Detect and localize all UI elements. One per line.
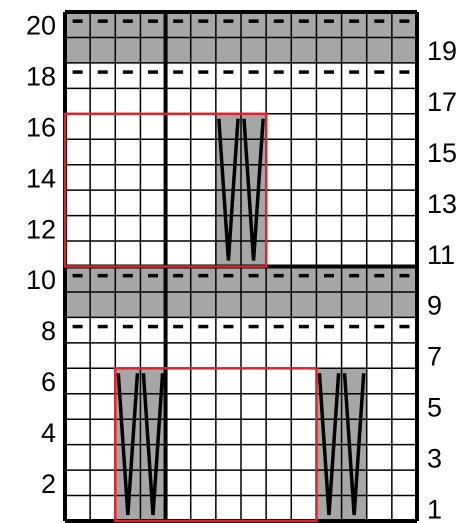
right-row-label: 9 <box>427 291 442 321</box>
left-row-label: 10 <box>26 265 56 295</box>
left-row-label: 18 <box>26 62 56 92</box>
cable-stitch-symbol <box>342 373 366 516</box>
right-row-label: 5 <box>427 392 442 422</box>
left-row-label: 2 <box>41 469 56 499</box>
left-row-label: 20 <box>26 11 56 41</box>
right-row-label: 7 <box>427 342 442 372</box>
cable-stitch-symbol <box>141 373 165 516</box>
right-row-label: 17 <box>427 87 457 117</box>
right-row-label: 13 <box>427 189 457 219</box>
symbol-layer <box>72 19 410 516</box>
cable-stitch-symbol <box>242 118 265 261</box>
right-row-label: 19 <box>427 36 457 66</box>
left-row-label: 6 <box>41 367 56 397</box>
left-row-label: 8 <box>41 316 56 346</box>
right-row-label: 15 <box>427 138 457 168</box>
cable-stitch-symbol <box>116 373 140 516</box>
right-row-label: 3 <box>427 443 442 473</box>
cable-stitch-symbol <box>317 373 341 516</box>
repeat-box-outline <box>63 112 268 268</box>
right-row-label: 1 <box>427 494 442 523</box>
left-row-label: 4 <box>41 418 56 448</box>
left-row-label: 12 <box>26 214 56 244</box>
left-row-label: 16 <box>26 113 56 143</box>
cable-stitch-symbol <box>217 118 240 261</box>
repeat-box-outline <box>114 367 318 523</box>
right-row-label: 11 <box>427 240 455 270</box>
left-row-label: 14 <box>26 163 56 193</box>
repeat-box-layer <box>63 112 318 523</box>
